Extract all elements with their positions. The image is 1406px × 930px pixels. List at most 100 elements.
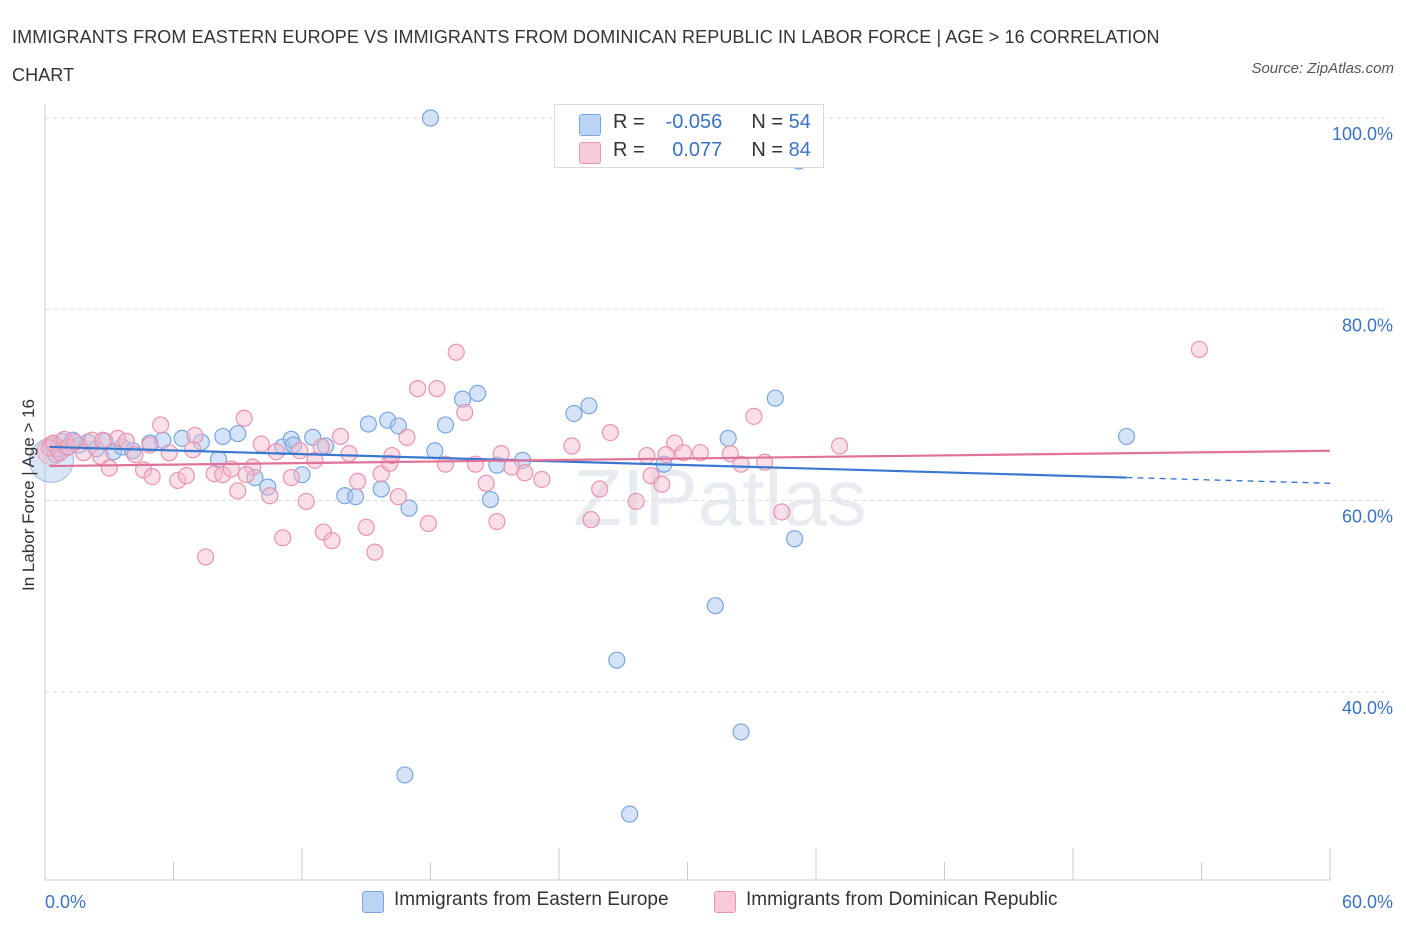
data-point [282, 468, 300, 487]
data-point [653, 475, 671, 493]
data-point [409, 380, 427, 398]
data-point [627, 492, 645, 511]
pink-swatch [579, 142, 601, 164]
data-point [293, 466, 311, 484]
r-value-dominican-republic: 0.077 [672, 139, 723, 161]
data-point [436, 455, 455, 473]
data-point [389, 417, 407, 435]
data-point [177, 467, 195, 485]
data-point [372, 480, 390, 498]
data-point [261, 487, 279, 505]
data-point [428, 380, 446, 398]
legend-label-dominican-republic: Immigrants from Dominican Republic [746, 889, 1058, 910]
pink-legend-swatch [714, 891, 736, 913]
data-point [666, 434, 684, 452]
data-point [426, 442, 444, 460]
y-tick-label: 60.0% [1342, 507, 1393, 527]
data-point [340, 445, 358, 463]
data-point [214, 466, 232, 484]
blue-legend-swatch [362, 891, 384, 913]
data-point [214, 427, 232, 446]
y-tick-label: 80.0% [1342, 315, 1393, 335]
stats-legend: R = -0.056 N = 54 R = 0.077 N = 84 [554, 104, 824, 168]
data-point [389, 488, 407, 506]
data-point [237, 466, 255, 484]
data-point [830, 437, 849, 455]
data-point [638, 446, 656, 465]
data-point [601, 424, 620, 442]
trendline-eastern-europe [49, 445, 1127, 479]
trendline-eastern-europe-extension [1126, 476, 1331, 484]
y-tick-label: 40.0% [1342, 698, 1393, 718]
data-point [1190, 340, 1208, 359]
data-point [621, 805, 639, 823]
series-dominican-republic [36, 340, 1208, 566]
data-point [252, 435, 270, 453]
data-point [229, 424, 247, 443]
data-point [488, 512, 506, 531]
r-value-eastern-europe: -0.056 [665, 111, 723, 133]
data-point [706, 597, 724, 615]
data-point [582, 511, 600, 529]
data-point [591, 480, 609, 498]
data-point [396, 766, 414, 784]
trendline-dominican-republic [49, 449, 1331, 468]
y-tick-label: 100.0% [1332, 124, 1393, 144]
data-point [436, 416, 455, 434]
data-point [1117, 427, 1136, 446]
n-value-eastern-europe: 54 [788, 111, 811, 133]
chart-title: IMMIGRANTS FROM EASTERN EUROPE VS IMMIGR… [12, 27, 1160, 85]
source-label: Source: ZipAtlas.com [1251, 60, 1394, 77]
data-point [100, 459, 118, 477]
data-point [454, 390, 472, 408]
y-axis-label: In Labor Force | Age > 16 [19, 399, 38, 591]
data-point [565, 404, 583, 423]
data-point [785, 530, 804, 548]
x-tick-labels: 0.0% 60.0% [45, 892, 1393, 912]
data-point [745, 407, 763, 425]
data-point [657, 446, 675, 464]
data-point [766, 389, 784, 407]
data-point [398, 428, 416, 446]
data-point [331, 427, 350, 446]
data-point [94, 431, 112, 449]
n-value-dominican-republic: 84 [788, 139, 811, 161]
data-point [359, 415, 377, 433]
data-point [732, 455, 750, 473]
data-point [267, 443, 285, 461]
data-point [205, 465, 223, 483]
axes [44, 104, 1331, 881]
data-point [346, 488, 365, 506]
legend-label-eastern-europe: Immigrants from Eastern Europe [394, 889, 669, 910]
data-point [773, 503, 791, 521]
data-point [419, 514, 437, 533]
data-point [580, 397, 598, 415]
data-point [477, 474, 495, 492]
data-point [229, 482, 247, 500]
data-point [173, 429, 191, 447]
data-point [152, 416, 170, 434]
data-point [235, 409, 253, 427]
data-point [469, 384, 487, 402]
y-tick-labels: 100.0% 80.0% 60.0% 40.0% [1332, 124, 1393, 718]
data-point [366, 543, 384, 561]
data-point [719, 429, 737, 447]
data-point [349, 472, 367, 490]
x-tick-label: 60.0% [1342, 892, 1393, 912]
data-point [297, 492, 315, 511]
data-point [312, 438, 330, 456]
data-point [143, 467, 161, 486]
data-point [160, 444, 178, 462]
data-point [563, 437, 581, 455]
data-point [197, 548, 215, 566]
data-point [481, 490, 500, 509]
data-point [169, 471, 187, 490]
blue-swatch [579, 114, 601, 136]
data-point [516, 464, 534, 482]
data-point [533, 470, 551, 489]
data-point [186, 426, 204, 445]
data-point [51, 444, 69, 462]
data-point [608, 651, 626, 669]
data-point [400, 499, 418, 517]
